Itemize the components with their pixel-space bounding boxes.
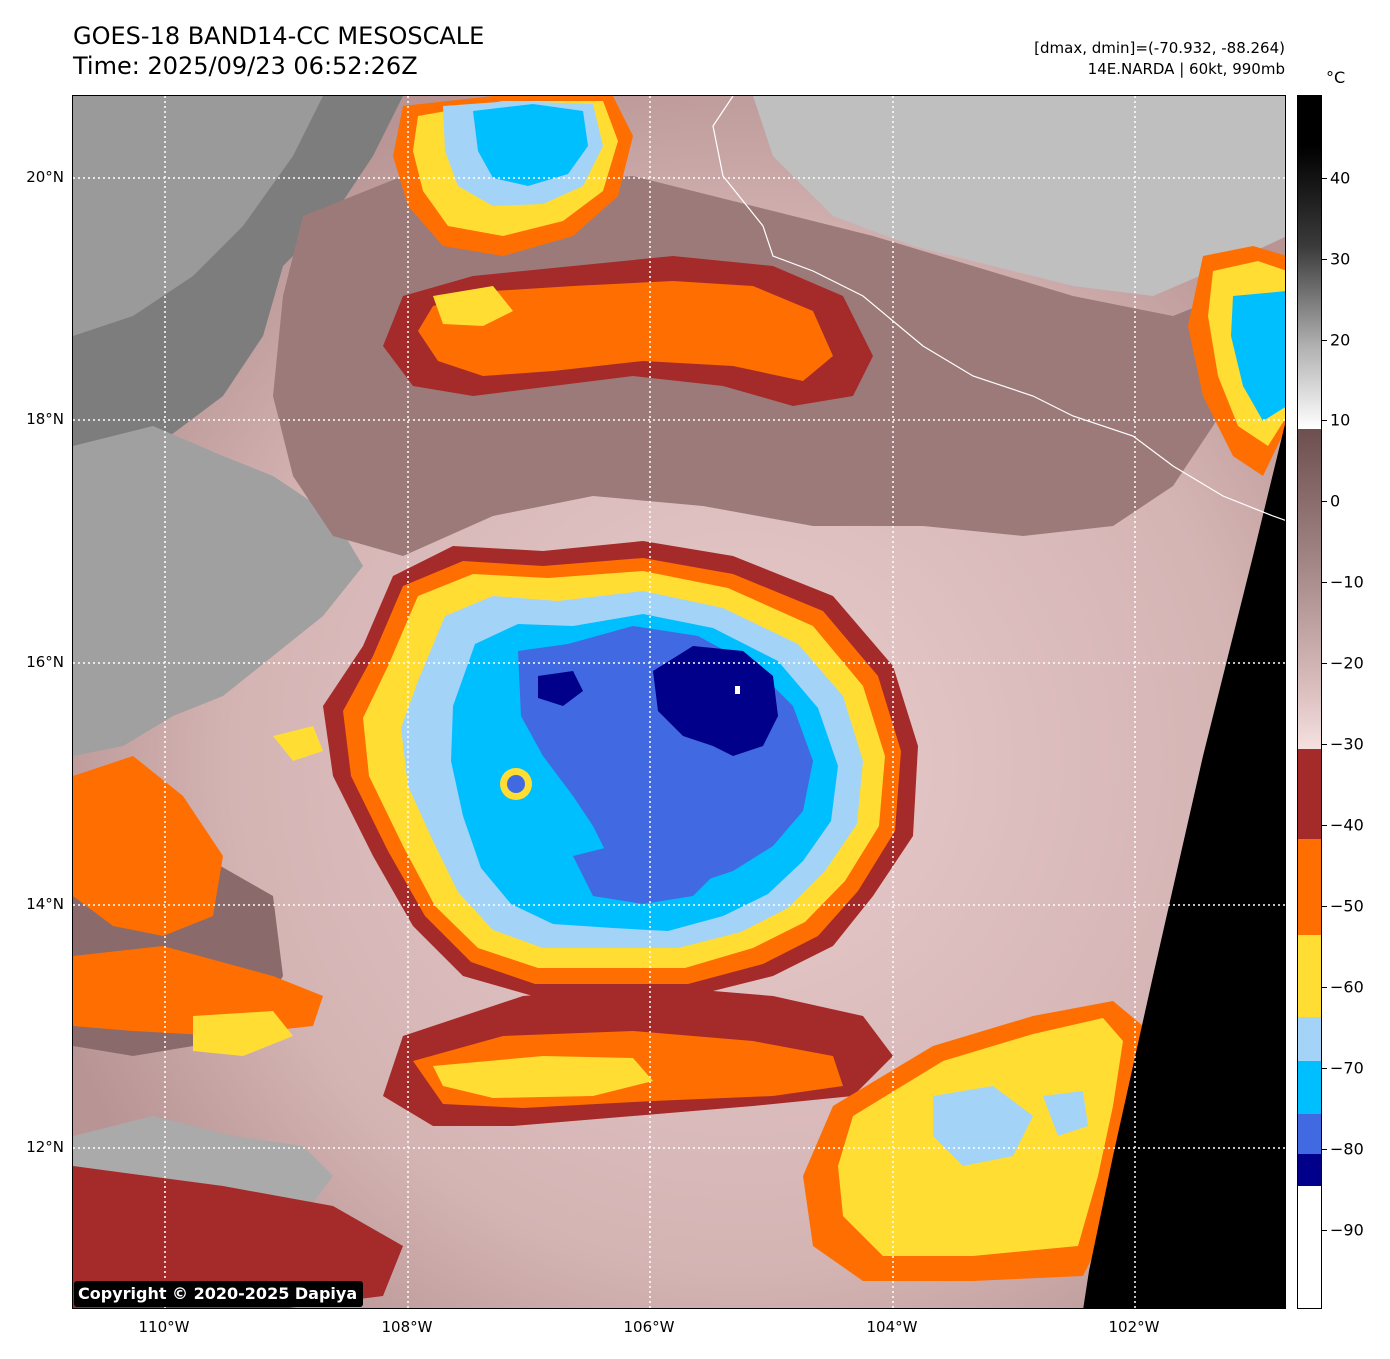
lon-label-104w: 104°W <box>866 1318 918 1336</box>
colorbar-tick <box>1322 340 1327 341</box>
southern-band-yellow <box>433 1056 653 1098</box>
copyright-badge: Copyright © 2020-2025 Dapiya <box>74 1281 364 1307</box>
coldest-core <box>653 646 778 756</box>
clear-area-northwest-inner <box>73 96 323 336</box>
colorbar-tick <box>1322 582 1327 583</box>
cold-cell-west <box>538 671 583 706</box>
timestamp: Time: 2025/09/23 06:52:26Z <box>73 52 418 80</box>
colorbar-label-minus30: −30 <box>1330 734 1364 754</box>
colorbar-tick <box>1322 1149 1327 1150</box>
temperature-range: [dmax, dmin]=(-70.932, -88.264) <box>1034 39 1285 57</box>
clear-area-northeast <box>753 96 1285 296</box>
clear-area-west <box>73 426 363 756</box>
storm-info: 14E.NARDA | 60kt, 990mb <box>1087 60 1285 78</box>
satellite-map <box>72 95 1286 1309</box>
west-isolated-cell <box>273 726 323 761</box>
southwest-band-brick <box>73 1166 403 1308</box>
colorbar-tick <box>1322 825 1327 826</box>
colorbar-tick <box>1322 178 1327 179</box>
colorbar-label-minus90: −90 <box>1330 1220 1364 1240</box>
graticule <box>73 96 1285 1308</box>
colorbar-tick <box>1322 744 1327 745</box>
lon-label-106w: 106°W <box>623 1318 675 1336</box>
colorbar-label-10: 10 <box>1330 410 1351 430</box>
north-cluster-blue <box>473 104 588 186</box>
colorbar-label-minus20: −20 <box>1330 653 1364 673</box>
southeast-cluster-lightblue-2 <box>1043 1091 1088 1136</box>
colorbar-label-minus60: −60 <box>1330 977 1364 997</box>
colorbar-label-minus50: −50 <box>1330 896 1364 916</box>
lon-label-108w: 108°W <box>381 1318 433 1336</box>
lat-label-14n: 14°N <box>26 895 64 913</box>
colorbar-tick <box>1322 987 1327 988</box>
colorbar-tick <box>1322 1230 1327 1231</box>
colorbar-label-20: 20 <box>1330 330 1351 350</box>
northern-band-orange <box>418 281 833 381</box>
royal-blue-band-south <box>573 841 713 904</box>
no-data-region <box>1083 424 1285 1308</box>
colorbar-label-minus80: −80 <box>1330 1139 1364 1159</box>
satellite-image <box>73 96 1285 1308</box>
colorbar-label-0: 0 <box>1330 491 1341 511</box>
colorbar-label-30: 30 <box>1330 249 1351 269</box>
lat-label-12n: 12°N <box>26 1138 64 1156</box>
colorbar-tick <box>1322 420 1327 421</box>
lat-label-16n: 16°N <box>26 653 64 671</box>
lat-label-18n: 18°N <box>26 410 64 428</box>
colorbar-tick <box>1322 1068 1327 1069</box>
southeast-cluster-lightblue <box>933 1086 1033 1166</box>
coastline <box>712 96 1285 521</box>
west-band-orange <box>73 756 223 936</box>
colorbar-label-minus70: −70 <box>1330 1058 1364 1078</box>
colorbar-tick <box>1322 663 1327 664</box>
west-band-yellow <box>193 1011 293 1056</box>
east-cluster-blue <box>1231 291 1285 421</box>
colorbar-label-minus40: −40 <box>1330 815 1364 835</box>
northern-band-yellow-cell <box>433 286 513 326</box>
lon-label-102w: 102°W <box>1108 1318 1160 1336</box>
lat-label-20n: 20°N <box>26 168 64 186</box>
colorbar-label-minus10: −10 <box>1330 572 1364 592</box>
inner-blue-cell <box>507 775 525 793</box>
core-warm-pixel <box>735 686 740 694</box>
colorbar-tick <box>1322 501 1327 502</box>
chart-title: GOES-18 BAND14-CC MESOSCALE <box>73 22 485 50</box>
colorbar-label-40: 40 <box>1330 168 1351 188</box>
colorbar-gradient <box>1298 96 1321 1308</box>
colorbar-unit: °C <box>1326 68 1346 87</box>
colorbar-tick <box>1322 259 1327 260</box>
colorbar-tick <box>1322 906 1327 907</box>
colorbar <box>1297 95 1322 1309</box>
lon-label-110w: 110°W <box>138 1318 190 1336</box>
